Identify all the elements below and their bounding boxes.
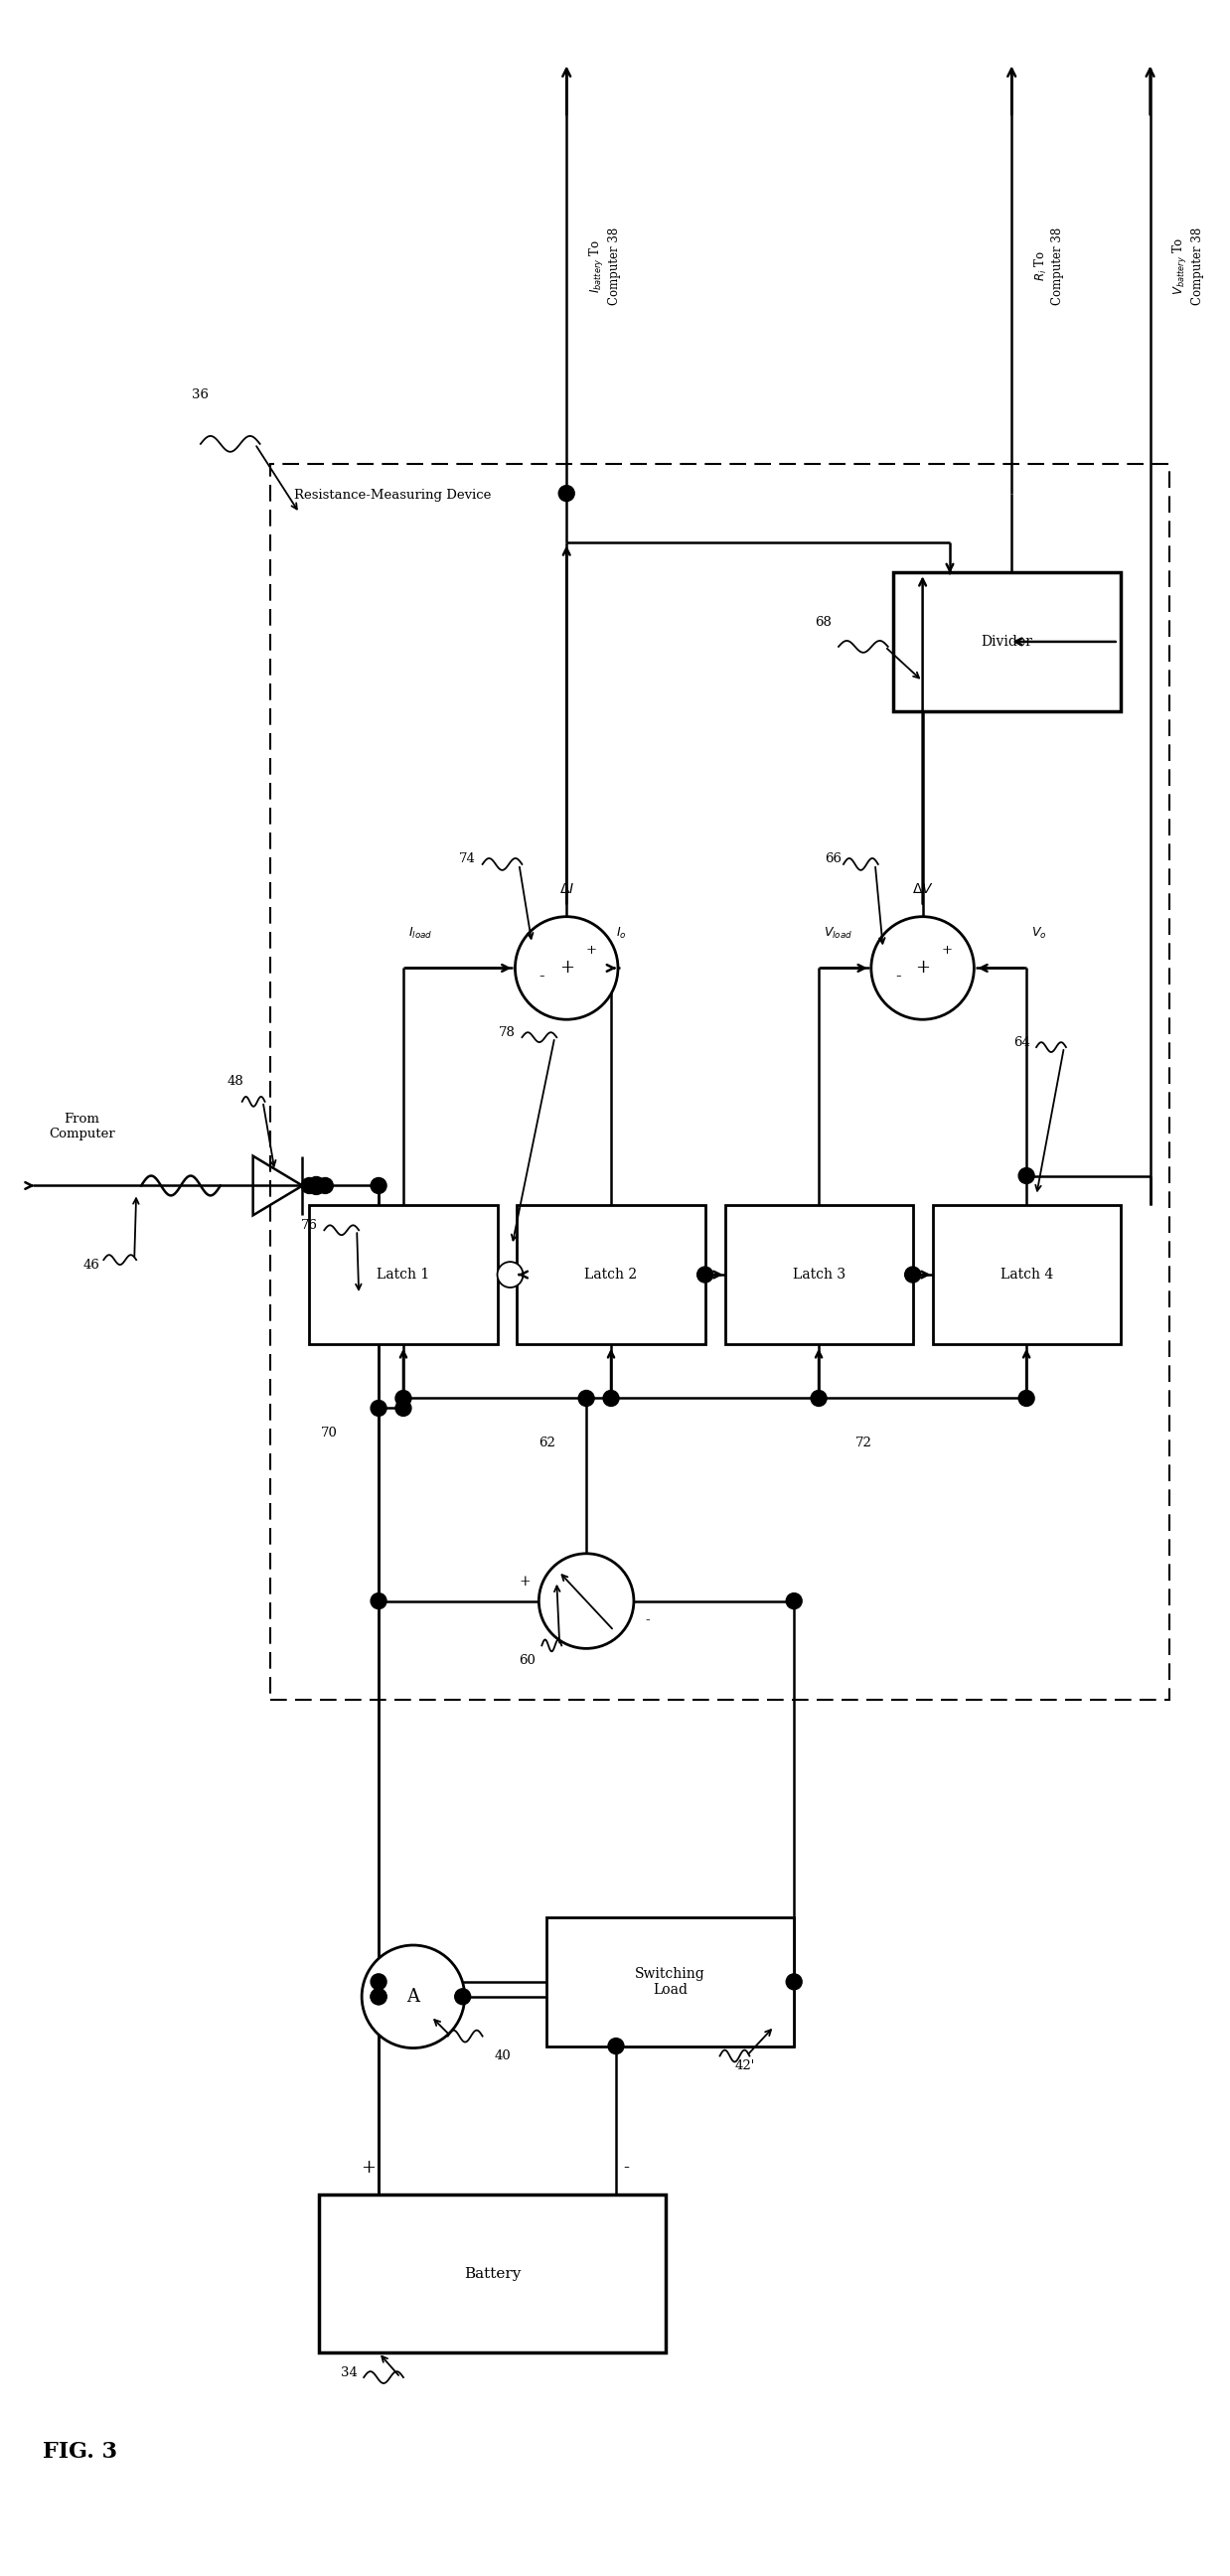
Circle shape xyxy=(811,1391,827,1406)
Text: +: + xyxy=(585,943,597,956)
Text: -: - xyxy=(895,969,900,984)
Circle shape xyxy=(370,1401,386,1417)
Circle shape xyxy=(317,1177,333,1193)
FancyBboxPatch shape xyxy=(517,1206,705,1345)
Text: $\Delta V$: $\Delta V$ xyxy=(911,881,934,896)
Circle shape xyxy=(697,1267,713,1283)
Text: 48: 48 xyxy=(226,1074,244,1087)
Text: 72: 72 xyxy=(855,1437,872,1450)
Text: 60: 60 xyxy=(519,1654,535,1667)
Text: 34: 34 xyxy=(341,2365,358,2378)
Circle shape xyxy=(370,1973,386,1989)
Circle shape xyxy=(370,1989,386,2004)
Text: 62: 62 xyxy=(539,1437,555,1450)
Text: $V_{battery}$ To
Computer 38: $V_{battery}$ To Computer 38 xyxy=(1172,227,1204,304)
Text: Resistance-Measuring Device: Resistance-Measuring Device xyxy=(294,489,492,502)
Text: FIG. 3: FIG. 3 xyxy=(42,2439,117,2463)
Circle shape xyxy=(1018,1391,1034,1406)
Text: -: - xyxy=(539,969,545,984)
FancyBboxPatch shape xyxy=(893,572,1121,711)
Text: $I_o$: $I_o$ xyxy=(616,925,626,940)
Text: $I_{load}$: $I_{load}$ xyxy=(408,925,433,940)
Text: A: A xyxy=(407,1989,419,2007)
Circle shape xyxy=(578,1391,594,1406)
Circle shape xyxy=(603,1391,619,1406)
Text: Latch 1: Latch 1 xyxy=(376,1267,429,1283)
FancyBboxPatch shape xyxy=(310,1206,497,1345)
Text: Latch 2: Latch 2 xyxy=(584,1267,637,1283)
Circle shape xyxy=(1018,1167,1034,1182)
Circle shape xyxy=(395,1391,411,1406)
Circle shape xyxy=(905,1267,920,1283)
Text: Latch 4: Latch 4 xyxy=(1000,1267,1053,1283)
Text: 68: 68 xyxy=(815,616,831,629)
Text: 66: 66 xyxy=(825,853,843,866)
Text: +: + xyxy=(942,943,953,956)
Text: $V_{load}$: $V_{load}$ xyxy=(824,925,852,940)
FancyBboxPatch shape xyxy=(724,1206,913,1345)
Text: +: + xyxy=(915,958,930,976)
Text: Latch 3: Latch 3 xyxy=(792,1267,845,1283)
Text: 36: 36 xyxy=(192,389,209,402)
Text: +: + xyxy=(362,2159,376,2177)
Text: Battery: Battery xyxy=(464,2267,520,2280)
Text: 76: 76 xyxy=(301,1218,317,1231)
Text: 42': 42' xyxy=(734,2058,755,2071)
Text: 70: 70 xyxy=(321,1427,337,1440)
Circle shape xyxy=(558,484,574,502)
Circle shape xyxy=(608,2038,624,2053)
Circle shape xyxy=(308,1177,325,1195)
FancyBboxPatch shape xyxy=(320,2195,665,2352)
Text: 78: 78 xyxy=(499,1025,515,1038)
Circle shape xyxy=(370,1592,386,1610)
Text: Divider: Divider xyxy=(980,634,1032,649)
Text: +: + xyxy=(519,1574,531,1589)
Circle shape xyxy=(539,1553,633,1649)
FancyBboxPatch shape xyxy=(932,1206,1121,1345)
Text: $R_i$ To
Computer 38: $R_i$ To Computer 38 xyxy=(1033,227,1064,304)
Circle shape xyxy=(497,1262,523,1288)
Circle shape xyxy=(395,1401,411,1417)
FancyBboxPatch shape xyxy=(547,1917,795,2045)
Text: Switching
Load: Switching Load xyxy=(635,1965,706,1996)
Circle shape xyxy=(301,1177,317,1193)
Text: $V_o$: $V_o$ xyxy=(1032,925,1047,940)
Text: 74: 74 xyxy=(459,853,476,866)
Text: $I_{battery}$ To
Computer 38: $I_{battery}$ To Computer 38 xyxy=(588,227,621,304)
Text: $\Delta I$: $\Delta I$ xyxy=(558,881,574,896)
Text: -: - xyxy=(646,1613,649,1628)
Text: 40: 40 xyxy=(494,2050,510,2063)
Circle shape xyxy=(871,917,974,1020)
Text: -: - xyxy=(622,2159,629,2177)
Circle shape xyxy=(515,917,617,1020)
Circle shape xyxy=(786,1592,802,1610)
Text: 64: 64 xyxy=(1014,1036,1030,1048)
Circle shape xyxy=(370,1989,386,2004)
Text: 46: 46 xyxy=(84,1257,100,1270)
Circle shape xyxy=(362,1945,465,2048)
Circle shape xyxy=(786,1973,802,1989)
Text: From
Computer: From Computer xyxy=(49,1113,116,1141)
Circle shape xyxy=(370,1177,386,1193)
Text: +: + xyxy=(560,958,574,976)
Circle shape xyxy=(455,1989,471,2004)
